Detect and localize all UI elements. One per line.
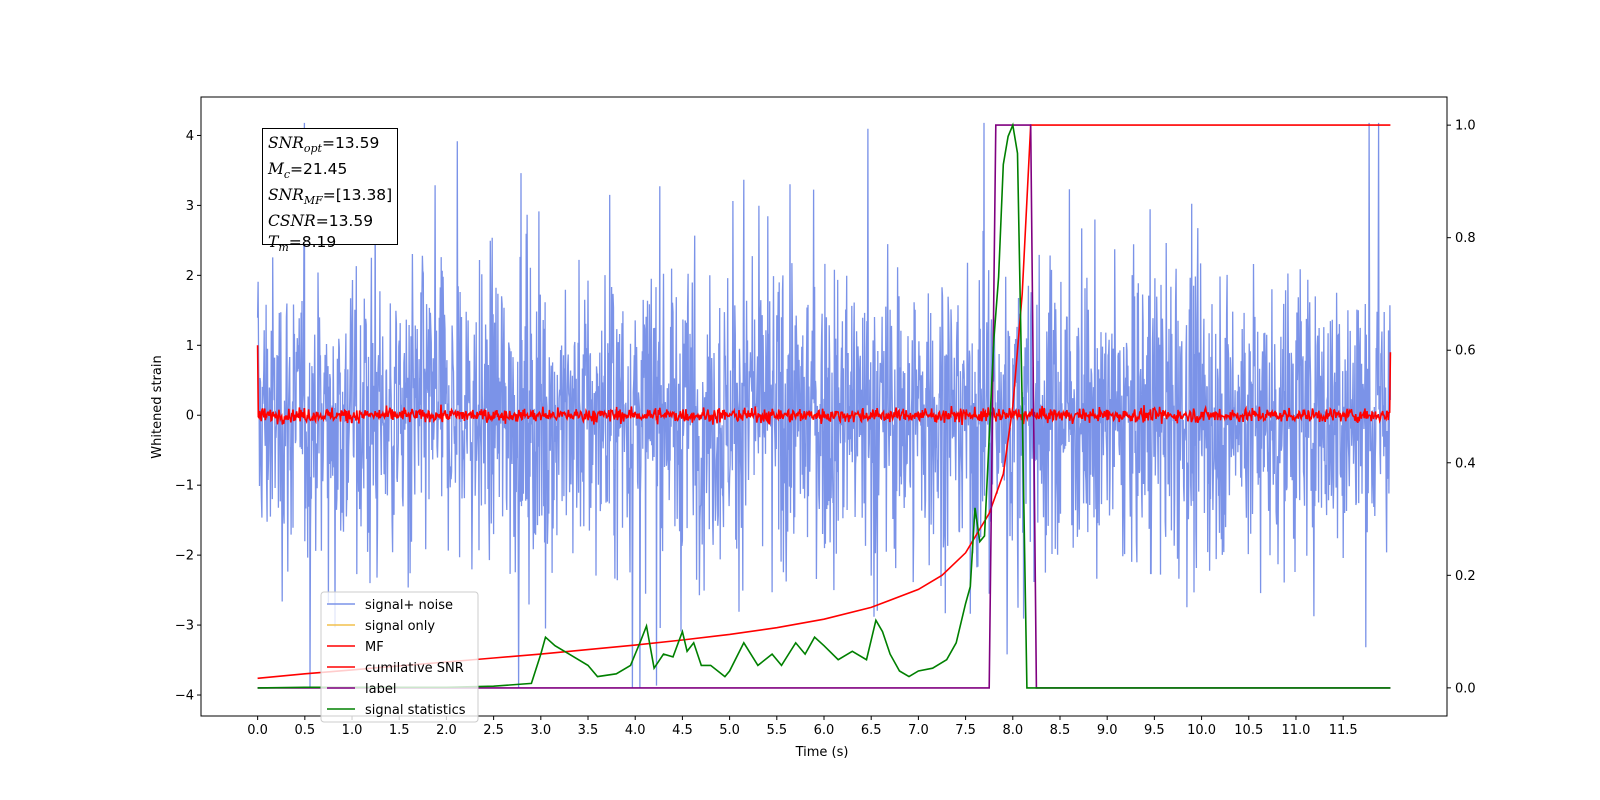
y2-tick-label: 0.0 xyxy=(1455,681,1476,696)
x-tick-label: 9.0 xyxy=(1097,723,1118,738)
y-tick-label: 3 xyxy=(186,199,194,214)
legend-entry: signal only xyxy=(365,619,435,634)
y2-tick-label: 0.8 xyxy=(1455,231,1476,246)
x-tick-label: 1.0 xyxy=(342,723,363,738)
mc-value: =21.45 xyxy=(290,160,348,179)
y-axis-label: Whitened strain xyxy=(150,355,165,458)
y-tick-label: 2 xyxy=(186,269,194,284)
x-tick-label: 5.5 xyxy=(766,723,787,738)
legend-entry: signal+ noise xyxy=(365,598,453,613)
mf-series xyxy=(256,345,1392,426)
mf-line xyxy=(256,345,1392,426)
x-tick-label: 11.5 xyxy=(1329,723,1358,738)
y-tick-label: −1 xyxy=(175,479,194,494)
signal-noise-line xyxy=(256,122,1392,689)
y-tick-label: 0 xyxy=(186,409,194,424)
x-tick-label: 10.0 xyxy=(1187,723,1216,738)
x-axis-label: Time (s) xyxy=(795,745,849,760)
x-tick-label: 8.5 xyxy=(1050,723,1071,738)
legend-entry: cumilative SNR xyxy=(365,661,464,676)
x-tick-label: 7.0 xyxy=(908,723,929,738)
x-axis: 0.0 0.5 1.0 1.5 2.0 2.5 3.0 3.5 4.0 4.5 5.0 5.5 6.0 6… xyxy=(247,716,1358,738)
x-tick-label: 5.0 xyxy=(719,723,740,738)
x-tick-label: 6.5 xyxy=(861,723,882,738)
mc-line: Mc=21.45 xyxy=(268,160,348,182)
x-tick-label: 4.5 xyxy=(672,723,693,738)
snr-opt-line: SNRopt=13.59 xyxy=(268,134,380,156)
y2-tick-label: 0.2 xyxy=(1455,569,1476,584)
y-tick-label: 4 xyxy=(186,129,194,144)
y-tick-label: −2 xyxy=(175,549,194,564)
y2-tick-label: 1.0 xyxy=(1455,119,1476,134)
x-tick-label: 11.0 xyxy=(1281,723,1310,738)
legend-box xyxy=(320,591,479,723)
x-tick-label: 4.0 xyxy=(625,723,646,738)
x-tick-label: 2.5 xyxy=(483,723,504,738)
snr-mf-line: SNRMF=[13.38] xyxy=(268,186,393,208)
y-tick-label: −3 xyxy=(175,619,194,634)
x-tick-label: 8.0 xyxy=(1002,723,1023,738)
signal-noise-series xyxy=(256,122,1392,689)
x-tick-label: 2.0 xyxy=(436,723,457,738)
x-tick-label: 3.5 xyxy=(578,723,599,738)
legend-entry: signal statistics xyxy=(365,703,466,718)
y2-tick-label: 0.4 xyxy=(1455,456,1476,471)
y-tick-label: −4 xyxy=(175,689,194,704)
x-tick-label: 10.5 xyxy=(1234,723,1263,738)
csnr-line: CSNR=13.59 xyxy=(268,212,374,231)
signal-statistics-line xyxy=(257,122,1391,689)
snr-mf-value: =[13.38] xyxy=(322,186,393,205)
legend: signal+ noise signal only MF cumilative SNR… xyxy=(320,591,479,723)
y-tick-label: 1 xyxy=(186,339,194,354)
x-tick-label: 3.0 xyxy=(530,723,551,738)
x-tick-label: 6.0 xyxy=(814,723,835,738)
x-tick-label: 1.5 xyxy=(389,723,410,738)
y-axis-right: 0.0 0.2 0.4 0.6 0.8 1.0 xyxy=(1447,119,1476,696)
legend-entry: label xyxy=(365,682,396,697)
y2-tick-label: 0.6 xyxy=(1455,344,1476,359)
metrics-annotation-box: SNRopt=13.59 Mc=21.45 SNRMF=[13.38] CSNR… xyxy=(262,128,398,254)
x-tick-label: 0.5 xyxy=(294,723,315,738)
csnr-value: =13.59 xyxy=(315,212,374,231)
x-tick-label: 0.0 xyxy=(247,723,268,738)
tm-value: =8.19 xyxy=(288,233,337,252)
snr-opt-value: =13.59 xyxy=(321,134,380,152)
x-tick-label: 7.5 xyxy=(955,723,976,738)
tm-line: Tm=8.19 xyxy=(268,233,337,255)
legend-entry: MF xyxy=(365,640,384,655)
x-tick-label: 9.5 xyxy=(1144,723,1165,738)
y-axis-left: −4 −3 −2 −1 0 1 2 3 4 xyxy=(175,129,201,704)
